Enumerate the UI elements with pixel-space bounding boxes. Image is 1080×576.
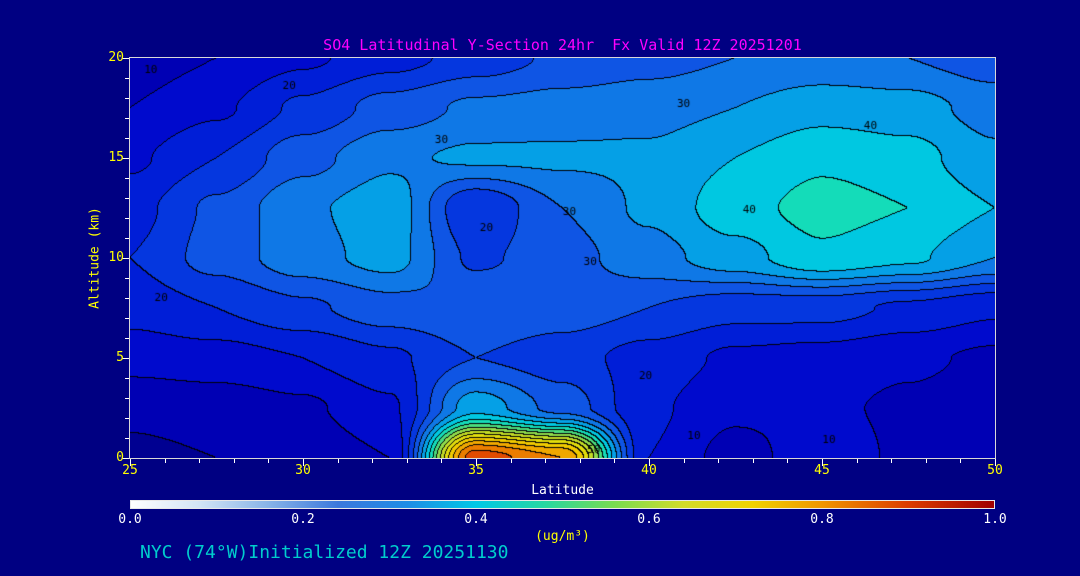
y-tick-label: 0 bbox=[116, 450, 124, 465]
y-tick-label: 20 bbox=[108, 50, 124, 65]
y-axis-tick bbox=[125, 78, 129, 79]
x-tick-label: 45 bbox=[814, 463, 830, 478]
x-axis-tick bbox=[337, 459, 339, 463]
x-axis-tick bbox=[960, 459, 962, 463]
x-axis-tick bbox=[891, 459, 893, 463]
x-axis-tick bbox=[476, 459, 477, 466]
x-axis-tick bbox=[303, 459, 304, 466]
y-axis-tick bbox=[125, 118, 129, 119]
footer-annotation: NYC (74°W)Initialized 12Z 20251130 bbox=[140, 542, 509, 563]
y-axis-tick bbox=[125, 438, 129, 439]
x-axis-tick bbox=[614, 459, 616, 463]
y-axis-tick bbox=[125, 198, 129, 199]
y-axis-tick bbox=[125, 98, 129, 99]
y-axis-tick bbox=[125, 218, 129, 219]
y-axis-tick bbox=[125, 418, 129, 419]
x-axis-tick bbox=[649, 459, 650, 466]
x-tick-label: 25 bbox=[122, 463, 138, 478]
y-axis-tick bbox=[125, 278, 129, 279]
plot-frame bbox=[129, 57, 996, 459]
y-axis-tick bbox=[125, 298, 129, 299]
x-axis-tick bbox=[130, 459, 131, 466]
x-axis-tick bbox=[752, 459, 754, 463]
y-axis-tick bbox=[125, 138, 129, 139]
x-axis-tick bbox=[199, 459, 201, 463]
y-axis-tick bbox=[125, 338, 129, 339]
y-axis-tick bbox=[122, 458, 129, 459]
x-axis-tick bbox=[510, 459, 512, 463]
colorbar-units-label: (ug/m³) bbox=[535, 529, 590, 544]
x-axis-title: Latitude bbox=[531, 483, 594, 498]
x-axis-tick bbox=[579, 459, 581, 463]
y-tick-label: 5 bbox=[116, 350, 124, 365]
y-axis-tick bbox=[125, 398, 129, 399]
chart-title: SO4 Latitudinal Y-Section 24hr Fx Valid … bbox=[323, 36, 802, 54]
y-tick-label: 10 bbox=[108, 250, 124, 265]
y-axis-tick bbox=[122, 358, 129, 359]
x-axis-tick bbox=[441, 459, 443, 463]
y-axis-tick bbox=[125, 318, 129, 319]
x-axis-tick bbox=[164, 459, 166, 463]
y-axis-tick bbox=[125, 178, 129, 179]
x-tick-label: 40 bbox=[641, 463, 657, 478]
x-axis-tick bbox=[925, 459, 927, 463]
contour-plot-canvas bbox=[130, 58, 995, 458]
x-axis-tick bbox=[268, 459, 270, 463]
x-axis-tick bbox=[718, 459, 720, 463]
colorbar-tick-label: 0.2 bbox=[291, 512, 315, 527]
colorbar-tick-label: 0.6 bbox=[637, 512, 661, 527]
colorbar-tick-label: 0.8 bbox=[810, 512, 834, 527]
y-axis-tick bbox=[122, 158, 129, 159]
x-axis-tick bbox=[545, 459, 547, 463]
x-tick-label: 50 bbox=[987, 463, 1003, 478]
x-axis-tick bbox=[856, 459, 858, 463]
y-axis-tick bbox=[125, 378, 129, 379]
x-axis-tick bbox=[787, 459, 789, 463]
colorbar-tick-label: 1.0 bbox=[983, 512, 1007, 527]
x-axis-tick bbox=[822, 459, 823, 466]
x-tick-label: 30 bbox=[295, 463, 311, 478]
y-axis-tick bbox=[125, 238, 129, 239]
x-axis-tick bbox=[683, 459, 685, 463]
x-axis-tick bbox=[406, 459, 408, 463]
y-tick-label: 15 bbox=[108, 150, 124, 165]
y-axis-tick bbox=[122, 258, 129, 259]
colorbar-tick-label: 0.0 bbox=[118, 512, 142, 527]
x-tick-label: 35 bbox=[468, 463, 484, 478]
colorbar bbox=[130, 500, 995, 509]
y-axis-tick bbox=[122, 58, 129, 59]
x-axis-tick bbox=[995, 459, 996, 466]
x-axis-tick bbox=[372, 459, 374, 463]
colorbar-tick-label: 0.4 bbox=[464, 512, 488, 527]
x-axis-tick bbox=[233, 459, 235, 463]
